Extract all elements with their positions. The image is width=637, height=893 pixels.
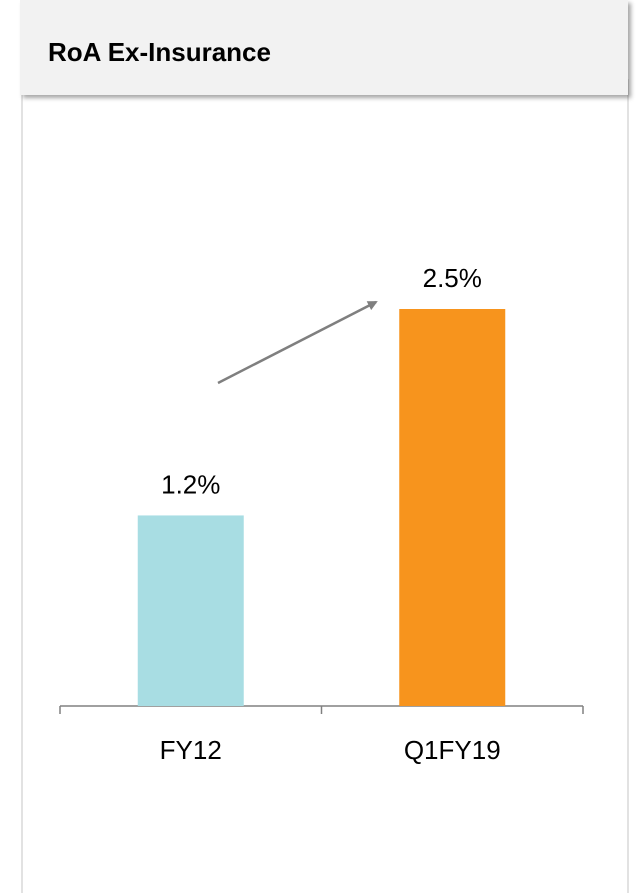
trend-arrow bbox=[217, 300, 378, 385]
bar bbox=[137, 515, 244, 706]
x-tick-label: FY12 bbox=[160, 735, 222, 765]
bar bbox=[399, 309, 506, 706]
panel bbox=[21, 79, 629, 893]
header bbox=[20, 0, 628, 95]
value-label: 1.2% bbox=[161, 469, 220, 499]
chart-title: RoA Ex-Insurance bbox=[48, 37, 271, 67]
x-tick-label: Q1FY19 bbox=[404, 735, 501, 765]
value-label: 2.5% bbox=[423, 263, 482, 293]
